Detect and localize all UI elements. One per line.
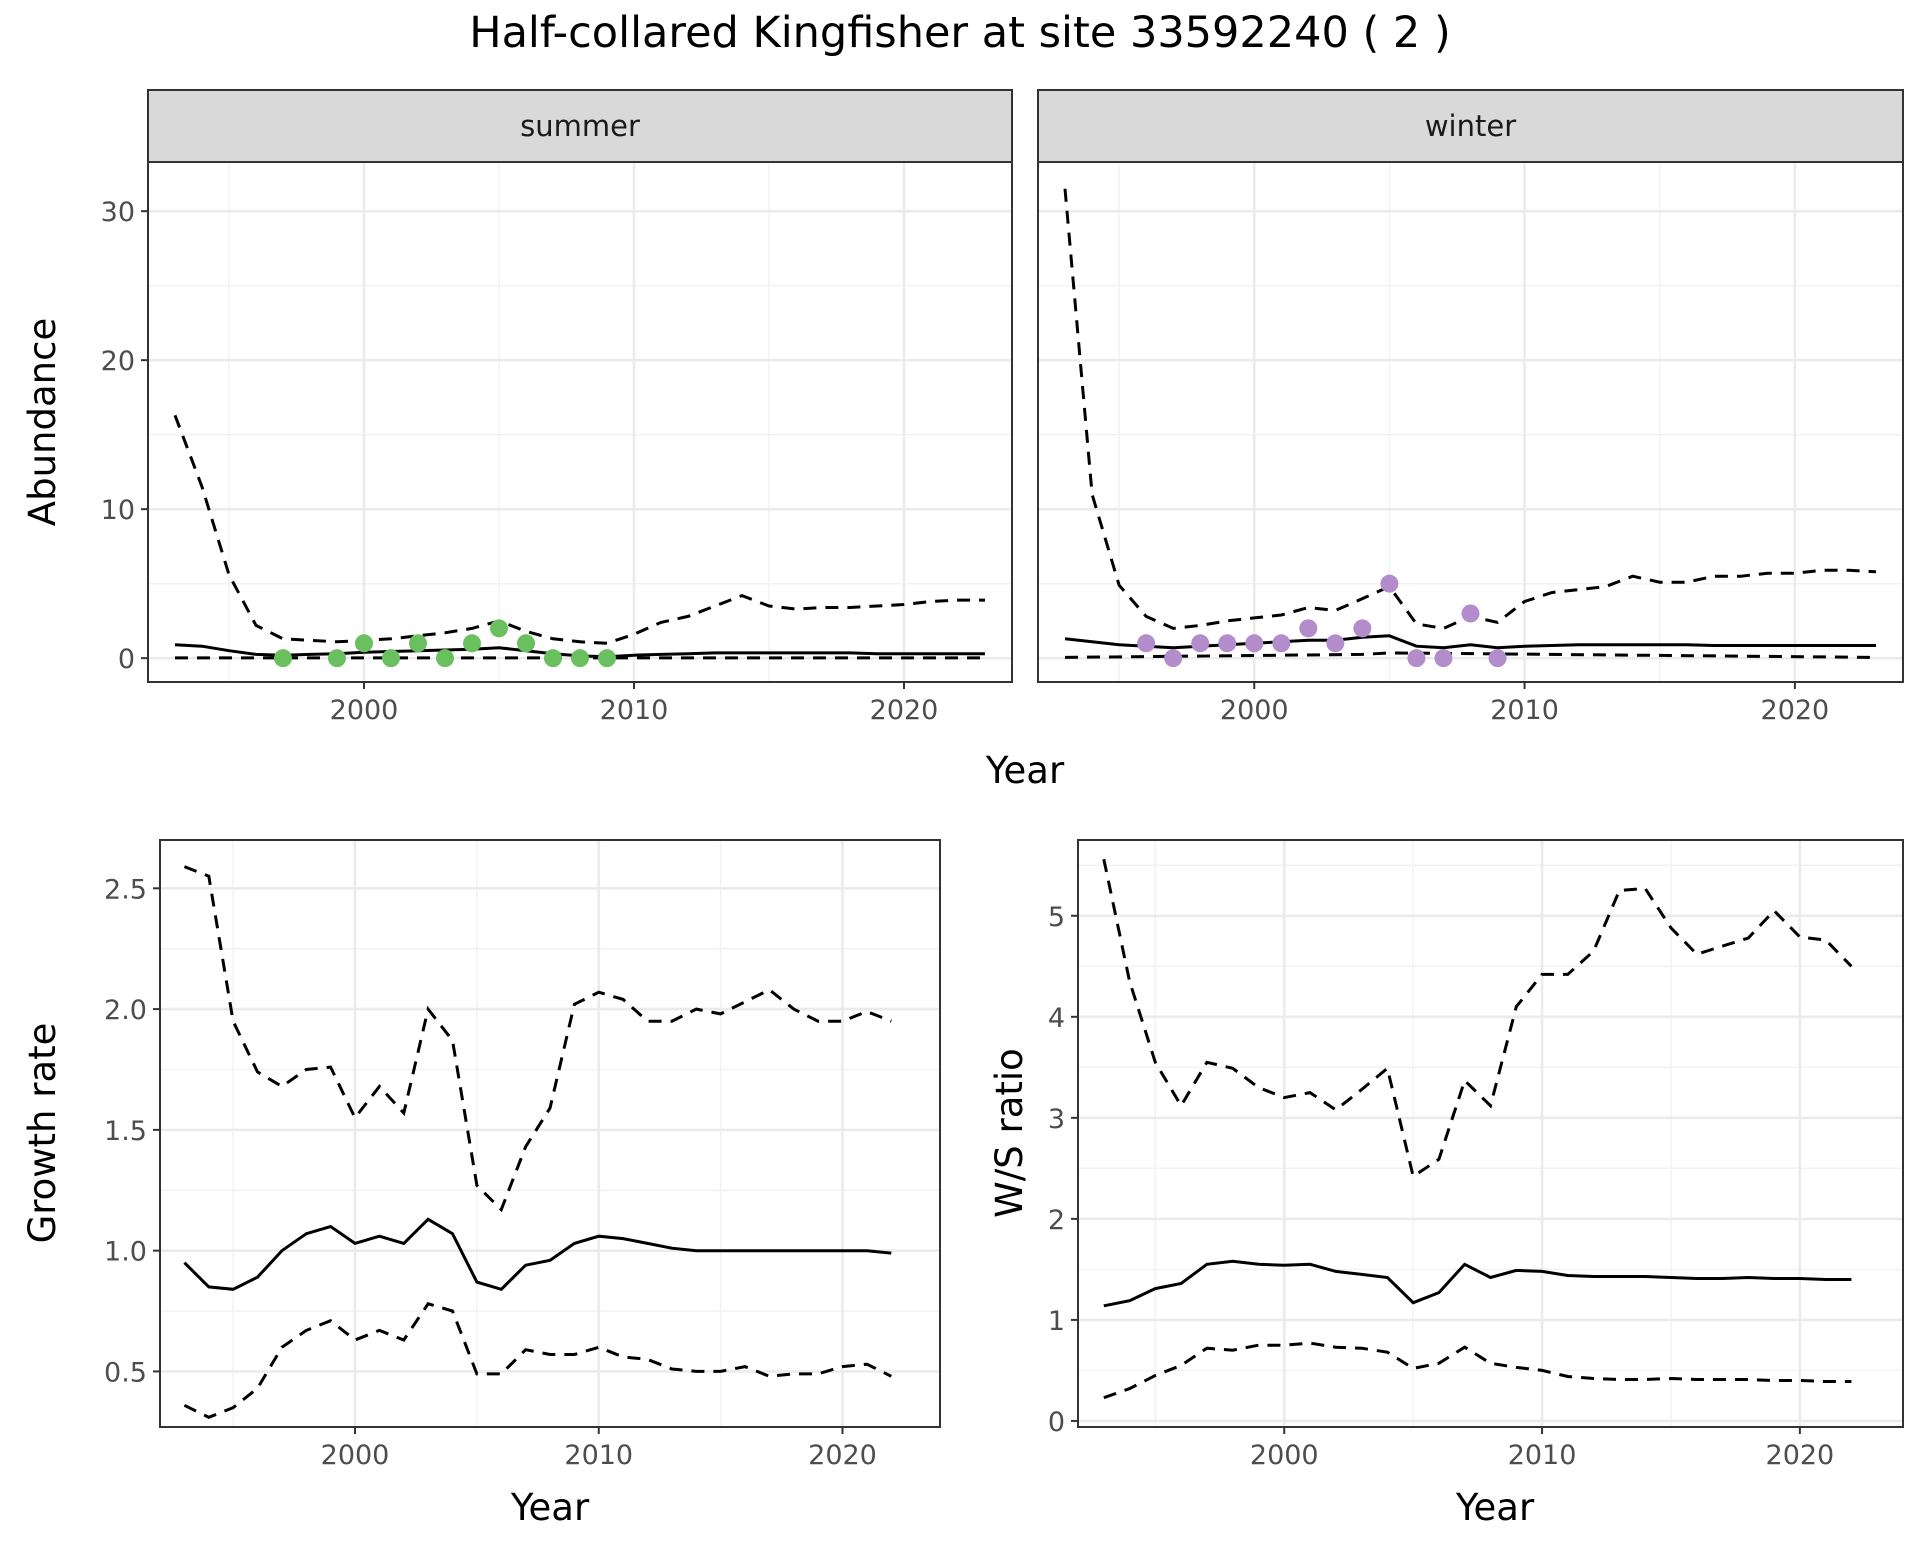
data-point	[463, 634, 481, 653]
data-point	[1461, 604, 1480, 623]
facet-label: summer	[520, 109, 640, 143]
data-point	[355, 634, 373, 653]
x-tick-label: 2000	[1220, 695, 1289, 726]
y-tick-label: 30	[101, 197, 135, 228]
abundance-winter-panel: winter 2000 2010 2020	[1037, 89, 1904, 726]
x-axis-title: Year	[985, 749, 1065, 792]
y-axis-title: Growth rate	[21, 1023, 64, 1244]
y-tick-label: 3	[1048, 1104, 1065, 1135]
plot-background	[1078, 840, 1903, 1427]
data-point	[1218, 634, 1237, 653]
y-tick-label: 1	[1048, 1306, 1065, 1337]
x-axis-title: Year	[1455, 1486, 1535, 1529]
series-line-interval	[1102, 858, 1853, 1179]
y-tick-label: 2.5	[104, 874, 147, 905]
y-tick-label: 4	[1048, 1003, 1065, 1034]
data-point	[1137, 634, 1156, 653]
chart-title: Half-collared Kingfisher at site 3359224…	[469, 8, 1451, 58]
data-point	[1164, 649, 1183, 668]
data-point	[1380, 574, 1399, 593]
data-point	[1245, 634, 1264, 653]
y-tick-label: 0.5	[104, 1357, 147, 1388]
data-point	[1488, 649, 1507, 668]
data-point	[544, 649, 562, 668]
y-axis-title: W/S ratio	[988, 1048, 1031, 1218]
abundance-summer-panel: summer 2000 2010 2020 0 10 20 30 Abundance	[21, 89, 1013, 726]
plot-background	[160, 840, 940, 1427]
data-point	[1299, 619, 1318, 638]
y-tick-label: 1.0	[104, 1237, 147, 1268]
plot-border	[159, 839, 941, 1428]
x-tick-label: 2000	[1250, 1440, 1319, 1471]
growth-rate-panel: 2000 2010 2020 0.5 1.0 1.5 2.0 2.5 Year Growth ra…	[21, 839, 941, 1529]
shared-axis-labels: Year	[985, 749, 1065, 792]
x-tick-label: 2020	[870, 695, 939, 726]
y-axis-title: Abundance	[21, 318, 64, 526]
y-tick-label: 5	[1048, 902, 1065, 933]
ws-ratio-panel: 2000 2010 2020 0 1 2 3 4 5 Year W/S ratio	[988, 839, 1904, 1529]
x-tick-label: 2010	[1508, 1440, 1577, 1471]
series-line-interval	[173, 414, 985, 645]
data-point	[598, 649, 616, 668]
data-point	[436, 649, 454, 668]
x-tick-label: 2020	[1761, 695, 1830, 726]
data-point	[409, 634, 427, 653]
x-tick-label: 2020	[1766, 1440, 1835, 1471]
data-point	[1272, 634, 1291, 653]
data-point	[571, 649, 589, 668]
y-tick-label: 20	[101, 346, 135, 377]
x-axis-title: Year	[510, 1486, 590, 1529]
plot-border	[1077, 839, 1904, 1428]
x-tick-label: 2010	[600, 695, 669, 726]
y-tick-label: 10	[101, 495, 135, 526]
data-point	[1191, 634, 1210, 653]
facet-label: winter	[1425, 109, 1516, 143]
series-line-mean	[183, 1217, 892, 1291]
x-tick-label: 2010	[1490, 695, 1559, 726]
facet-strip	[1037, 89, 1904, 163]
data-point	[490, 619, 508, 638]
data-point	[382, 649, 400, 668]
x-tick-label: 2010	[564, 1440, 633, 1471]
series-line-interval	[183, 865, 892, 1213]
data-point	[1407, 649, 1426, 668]
plot-background	[1038, 162, 1903, 682]
y-tick-label: 0	[118, 644, 135, 675]
series-line-mean	[1103, 1259, 1852, 1308]
series-line-interval	[183, 1302, 892, 1419]
y-tick-label: 2	[1048, 1205, 1065, 1236]
y-tick-label: 0	[1048, 1407, 1065, 1438]
data-point	[517, 634, 535, 653]
x-tick-label: 2020	[808, 1440, 877, 1471]
y-tick-label: 2.0	[104, 995, 147, 1026]
x-tick-label: 2000	[330, 695, 399, 726]
data-point	[1434, 649, 1453, 668]
plot-background	[148, 162, 1012, 682]
data-point	[1326, 634, 1345, 653]
y-tick-label: 1.5	[104, 1116, 147, 1147]
facet-strip	[147, 89, 1013, 163]
data-point	[1353, 619, 1372, 638]
x-tick-label: 2000	[321, 1440, 390, 1471]
series-line-interval	[1103, 1341, 1852, 1400]
data-point	[274, 649, 292, 668]
data-point	[328, 649, 346, 668]
series-line-interval	[1064, 651, 1877, 659]
